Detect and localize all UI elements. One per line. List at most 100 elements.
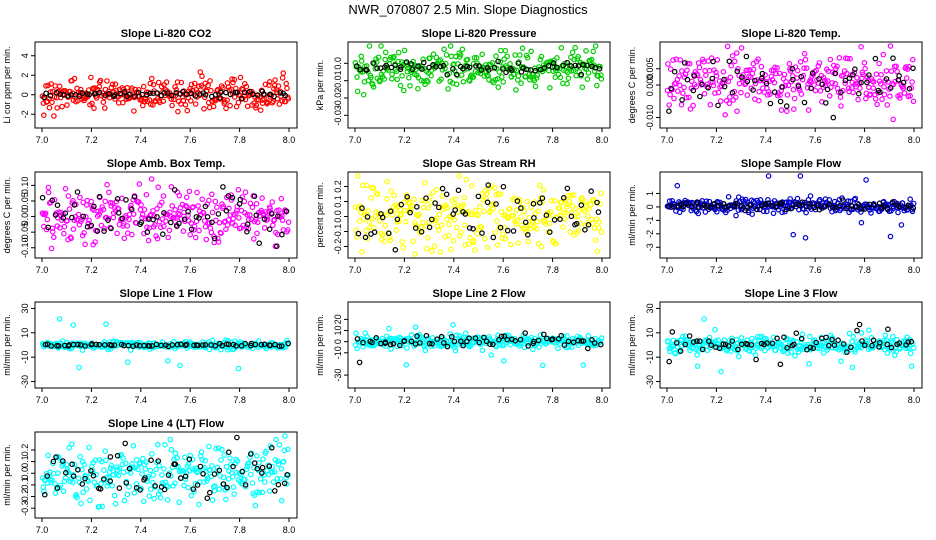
data-point: [762, 72, 769, 78]
data-point: [419, 197, 426, 204]
data-point: [108, 462, 115, 469]
data-point: [188, 81, 195, 88]
data-point: [811, 82, 817, 88]
data-point: [181, 482, 187, 489]
data-point: [846, 330, 853, 337]
data-point-reference: [835, 337, 841, 344]
x-tick-label: 8.0: [283, 395, 296, 405]
data-point: [876, 60, 882, 67]
data-point-reference: [568, 213, 575, 220]
data-point: [770, 334, 777, 341]
y-tick-label: 10: [333, 326, 343, 336]
data-point: [696, 64, 703, 71]
data-point: [450, 238, 457, 244]
data-point: [102, 448, 108, 454]
data-point: [507, 205, 513, 212]
data-point-reference: [774, 335, 780, 342]
data-point: [247, 471, 254, 478]
data-point: [564, 80, 570, 87]
data-point: [269, 199, 276, 205]
data-point: [213, 445, 219, 452]
data-point: [285, 446, 291, 453]
x-tick-label: 7.2: [85, 525, 98, 535]
data-point: [900, 83, 906, 89]
data-point: [889, 333, 896, 340]
data-point-reference: [466, 335, 472, 342]
data-point-reference: [119, 215, 126, 222]
y-tick-label: -0.2: [20, 489, 30, 505]
data-point: [172, 480, 178, 487]
data-point: [521, 208, 528, 215]
data-point: [70, 226, 77, 233]
data-point: [284, 85, 290, 92]
data-point: [77, 194, 83, 201]
data-point: [49, 229, 56, 235]
data-point-reference: [247, 88, 253, 95]
data-point: [899, 200, 906, 206]
data-point: [860, 71, 866, 78]
data-point: [898, 222, 905, 228]
data-point: [500, 79, 507, 85]
data-point-reference: [761, 341, 767, 348]
data-point: [858, 43, 864, 50]
y-tick-label: 0.2: [333, 180, 343, 193]
data-point: [132, 465, 139, 471]
data-point: [872, 96, 879, 102]
data-point: [551, 57, 557, 64]
data-point: [817, 196, 823, 203]
data-point: [133, 457, 140, 463]
data-point-reference: [773, 203, 780, 210]
data-point-reference: [392, 62, 398, 69]
data-point-reference: [584, 62, 590, 69]
data-point-reference: [261, 216, 268, 222]
data-point-reference: [359, 205, 365, 211]
data-point-reference: [487, 341, 493, 348]
data-point: [120, 99, 126, 106]
data-point: [804, 84, 811, 91]
data-point-reference: [69, 461, 75, 468]
data-point-reference: [223, 208, 230, 214]
data-point: [221, 219, 228, 225]
data-point-reference: [690, 339, 697, 345]
data-point: [191, 80, 198, 87]
data-point-reference: [908, 338, 915, 345]
data-point-reference: [677, 348, 684, 354]
data-point: [140, 83, 147, 90]
data-point: [40, 484, 47, 491]
data-point-reference: [82, 343, 88, 349]
data-point: [352, 204, 359, 210]
data-point: [495, 84, 502, 90]
data-point: [704, 84, 710, 90]
plot-frame: [347, 301, 611, 389]
data-point: [359, 248, 365, 255]
data-point-reference: [440, 340, 447, 346]
y-axis-label: ml/min per min.: [2, 444, 12, 506]
data-point: [569, 49, 576, 56]
data-point-reference: [500, 183, 507, 190]
data-point: [165, 483, 172, 490]
data-point: [565, 75, 572, 82]
data-point-reference: [82, 475, 88, 482]
data-point-reference: [744, 78, 751, 85]
data-point-reference: [572, 62, 579, 69]
data-point: [285, 219, 292, 226]
data-point: [837, 94, 844, 101]
data-point: [776, 70, 783, 77]
data-point-reference: [462, 211, 469, 217]
data-point-reference: [501, 333, 508, 340]
x-tick-label: 7.4: [135, 135, 148, 145]
data-point-reference: [88, 222, 95, 229]
x-tick-label: 7.8: [546, 135, 559, 145]
data-point: [104, 483, 110, 489]
data-point: [433, 186, 440, 193]
data-point-reference: [418, 229, 425, 235]
data-point: [504, 53, 510, 60]
data-point-reference: [403, 59, 410, 65]
data-point-reference: [777, 361, 784, 368]
data-point: [212, 198, 219, 205]
data-point-reference: [115, 210, 122, 216]
data-point-reference: [114, 452, 121, 459]
data-point-reference: [783, 206, 790, 213]
data-point: [816, 60, 823, 66]
